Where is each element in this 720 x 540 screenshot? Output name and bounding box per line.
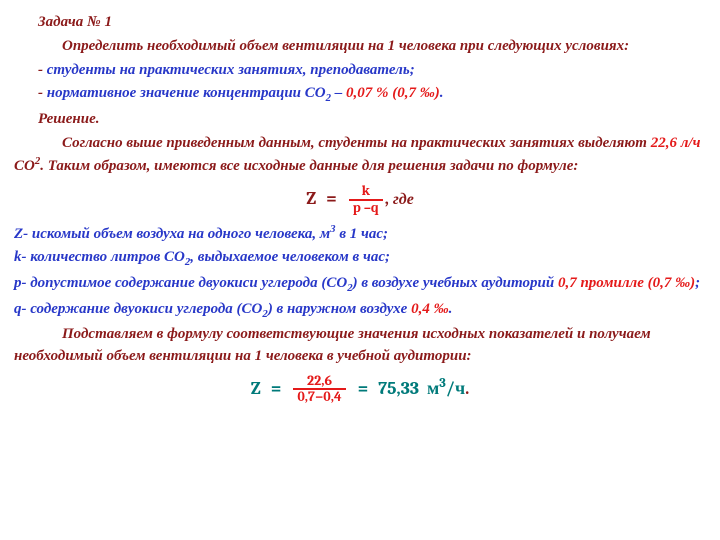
k-b: , выдыхаемое человеком в час; — [190, 249, 390, 265]
p1-a: Согласно выше приведенным данным, студен… — [62, 135, 651, 151]
z-a: Z- искомый объем воздуха на одного челов… — [14, 226, 330, 242]
f1-gde: где — [393, 191, 414, 208]
title: Задача № 1 — [38, 12, 706, 34]
q-dot: . — [449, 301, 453, 317]
f2-eq2: = — [358, 378, 369, 399]
f1-eq: = — [326, 188, 337, 209]
paragraph-2: Подставляем в формулу соответствующие зн… — [14, 324, 706, 368]
f1-z: Z — [306, 188, 316, 209]
f2-den: 0,7−0,4 — [293, 390, 345, 405]
p-b: ) в воздухе учебных аудиторий — [353, 275, 558, 291]
condition-1: - студенты на практических занятиях, пре… — [38, 60, 706, 82]
dash-1: - — [38, 62, 47, 78]
formula-1: Z = k p –q , где — [14, 184, 706, 215]
q-val: 0,4 ‰ — [411, 301, 449, 317]
f2-z: Z — [251, 378, 261, 399]
q-line: q- содержание двуокиси углерода (CO2) в … — [14, 299, 706, 323]
p1-b: CO — [14, 158, 35, 174]
k-line: k- количество литров CO2, выдыхаемое чел… — [14, 247, 706, 271]
condition-2-value: 0,07 % (0,7 ‰) — [346, 85, 440, 101]
f2-fraction: 22,6 0,7−0,4 — [293, 374, 345, 405]
solution-heading: Решение. — [38, 109, 706, 131]
f2-res: 75 — [378, 378, 396, 399]
q-b: ) в наружном воздухе — [268, 301, 411, 317]
f2-dec: 33 — [401, 378, 419, 399]
p2-text: Подставляем в формулу соответствующие зн… — [14, 326, 651, 364]
intro-block: Определить необходимый объем вентиляции … — [14, 36, 706, 58]
k-a: k- количество литров CO — [14, 249, 185, 265]
dash-2: - — [38, 85, 47, 101]
p-a: p- допустимое содержание двуокиси углеро… — [14, 275, 347, 291]
f2-unit-tail: /ч — [446, 378, 465, 399]
condition-2-dash: – — [331, 85, 346, 101]
z-b: в 1 час; — [336, 226, 388, 242]
f2-unit-m: м — [427, 378, 439, 399]
paragraph-1: Согласно выше приведенным данным, студен… — [14, 133, 706, 179]
f2-unit-sup: 3 — [439, 376, 446, 391]
p-val: 0,7 промилле (0,7 ‰) — [558, 275, 695, 291]
formula-2: Z = 22,6 0,7−0,4 = 75,33 м3/ч. — [14, 374, 706, 405]
f2-eq1: = — [271, 378, 282, 399]
condition-2: - нормативное значение концентрации CO2 … — [38, 83, 706, 107]
p1-value: 22,6 л/ч — [651, 135, 701, 151]
intro: Определить необходимый объем вентиляции … — [62, 38, 629, 54]
condition-2-dot: . — [440, 85, 444, 101]
condition-2-a: нормативное значение концентрации CO — [47, 85, 326, 101]
problem-document: Задача № 1 Определить необходимый объем … — [0, 0, 720, 421]
z-line: Z- искомый объем воздуха на одного челов… — [14, 222, 706, 246]
f2-dot: . — [465, 378, 469, 399]
f1-comma: , — [385, 188, 389, 209]
p-dot: ; — [695, 275, 700, 291]
condition-1-text: студенты на практических занятиях, препо… — [47, 62, 415, 78]
q-a: q- содержание двуокиси углерода (CO — [14, 301, 262, 317]
p1-c: . Таким образом, имеются все исходные да… — [40, 158, 578, 174]
f1-den: p –q — [349, 201, 383, 216]
p-line: p- допустимое содержание двуокиси углеро… — [14, 273, 706, 297]
f1-fraction: k p –q — [349, 184, 383, 215]
